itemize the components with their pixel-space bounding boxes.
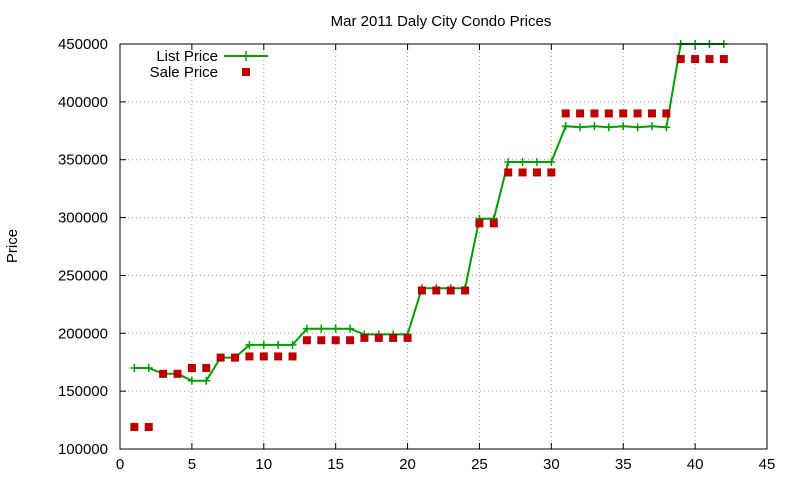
sale-price-point: [360, 333, 369, 342]
sale-price-point: [130, 423, 139, 432]
sale-price-point: [346, 336, 355, 345]
sale-price-point: [231, 353, 240, 362]
list-price-point: [302, 324, 311, 333]
sale-price-point: [662, 109, 671, 118]
x-tick-label: 40: [687, 456, 704, 473]
list-price-line: [134, 43, 724, 382]
sale-price-point: [374, 333, 383, 342]
x-tick-label: 10: [255, 456, 272, 473]
x-tick-label: 30: [543, 456, 560, 473]
x-tick-label: 15: [327, 456, 344, 473]
sale-price-point: [417, 286, 426, 295]
sale-price-point: [504, 168, 513, 177]
list-price-point: [662, 123, 671, 132]
x-tick-label: 5: [188, 456, 196, 473]
x-tick-label: 0: [116, 456, 124, 473]
sale-price-point: [274, 352, 283, 361]
sale-price-point: [446, 286, 455, 295]
list-price-point: [202, 376, 211, 385]
sale-price-point: [144, 423, 153, 432]
sale-price-point: [403, 333, 412, 342]
list-price-point: [346, 324, 355, 333]
list-price-point: [245, 340, 254, 349]
axis-ticks: 0 5 10 15 20 25 30 35 40 45 100000 150000 200000 2500…: [58, 36, 775, 473]
sale-price-point: [216, 353, 225, 362]
list-price-point: [576, 123, 585, 132]
sale-price-point: [619, 109, 628, 118]
x-tick-label: 45: [759, 456, 776, 473]
sale-price-point: [676, 55, 685, 64]
y-tick-label: 400000: [58, 94, 108, 111]
legend: List Price Sale Price: [150, 48, 268, 81]
y-tick-label: 300000: [58, 210, 108, 227]
plot-data: [130, 40, 728, 432]
y-tick-label: 150000: [58, 383, 108, 400]
sale-price-point: [245, 352, 254, 361]
x-tick-label: 20: [399, 456, 416, 473]
list-price-point: [518, 158, 527, 167]
y-tick-label: 200000: [58, 325, 108, 342]
plot-frame: [119, 43, 768, 450]
y-axis-label: Price: [4, 229, 21, 263]
y-tick-label: 450000: [58, 36, 108, 53]
legend-swatch-list-price-marker: [241, 51, 251, 61]
sale-price-point: [576, 109, 585, 118]
list-price-point: [187, 376, 196, 385]
sale-price-point: [432, 286, 441, 295]
sale-price-point: [389, 333, 398, 342]
x-tick-label: 35: [615, 456, 632, 473]
list-price-point: [274, 340, 283, 349]
list-price-point: [130, 364, 139, 372]
list-price-point: [331, 324, 340, 333]
sale-price-point: [547, 168, 556, 177]
sale-price-point: [604, 109, 613, 118]
sale-price-point: [647, 109, 656, 118]
sale-price-point: [159, 369, 168, 378]
list-price-point: [259, 340, 268, 349]
sale-price-point: [518, 168, 527, 177]
sale-price-point: [461, 286, 470, 295]
legend-label-sale-price: Sale Price: [150, 64, 218, 81]
sale-price-point: [590, 109, 599, 118]
sale-price-point: [302, 336, 311, 345]
y-tick-label: 350000: [58, 152, 108, 169]
sale-price-point: [317, 336, 326, 345]
list-price-point: [561, 122, 570, 131]
sale-price-point: [475, 219, 484, 228]
y-tick-label: 250000: [58, 267, 108, 284]
list-price-point: [547, 158, 556, 167]
sale-price-point: [633, 109, 642, 118]
sale-price-point: [719, 55, 728, 64]
list-price-point: [504, 158, 513, 167]
sale-price-point: [259, 352, 268, 361]
list-price-point: [619, 122, 628, 131]
sale-price-point: [331, 336, 340, 345]
legend-swatch-sale-price: [242, 68, 250, 76]
sale-price-point: [561, 109, 570, 118]
list-price-point: [288, 340, 297, 349]
list-price-point: [590, 122, 599, 131]
list-price-point: [532, 158, 541, 167]
list-price-point: [144, 364, 153, 372]
sale-price-point: [288, 352, 297, 361]
list-price-point: [604, 123, 613, 132]
sale-price-point: [202, 364, 211, 372]
sale-price-point: [173, 369, 182, 378]
sale-price-point: [691, 55, 700, 64]
legend-label-list-price: List Price: [156, 48, 218, 65]
sale-price-point: [489, 219, 498, 228]
y-tick-label: 100000: [58, 441, 108, 458]
chart-title: Mar 2011 Daly City Condo Prices: [331, 13, 552, 30]
list-price-point: [633, 123, 642, 132]
x-tick-label: 25: [471, 456, 488, 473]
sale-price-point: [705, 55, 714, 64]
sale-price-point: [532, 168, 541, 177]
list-price-point: [317, 324, 326, 333]
sale-price-point: [187, 364, 196, 372]
list-price-point: [647, 122, 656, 131]
